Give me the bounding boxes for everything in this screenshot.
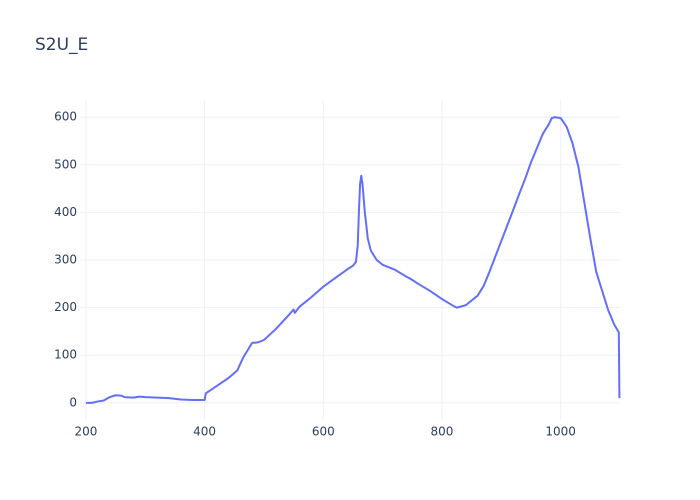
- y-tick-label: 500: [54, 157, 77, 171]
- y-tick-label: 200: [54, 300, 77, 314]
- y-tick-label: 0: [69, 395, 77, 409]
- x-tick-label: 800: [431, 425, 454, 439]
- y-tick-label: 100: [54, 348, 77, 362]
- x-tick-label: 1000: [545, 425, 576, 439]
- chart-title: S2U_E: [35, 35, 88, 55]
- x-tick-label: 600: [312, 425, 335, 439]
- data-line: [85, 116, 621, 404]
- y-tick-label: 300: [54, 253, 77, 267]
- y-tick-label: 400: [54, 205, 77, 219]
- x-tick-label: 200: [74, 425, 97, 439]
- y-tick-label: 600: [54, 110, 77, 124]
- x-tick-label: 400: [193, 425, 216, 439]
